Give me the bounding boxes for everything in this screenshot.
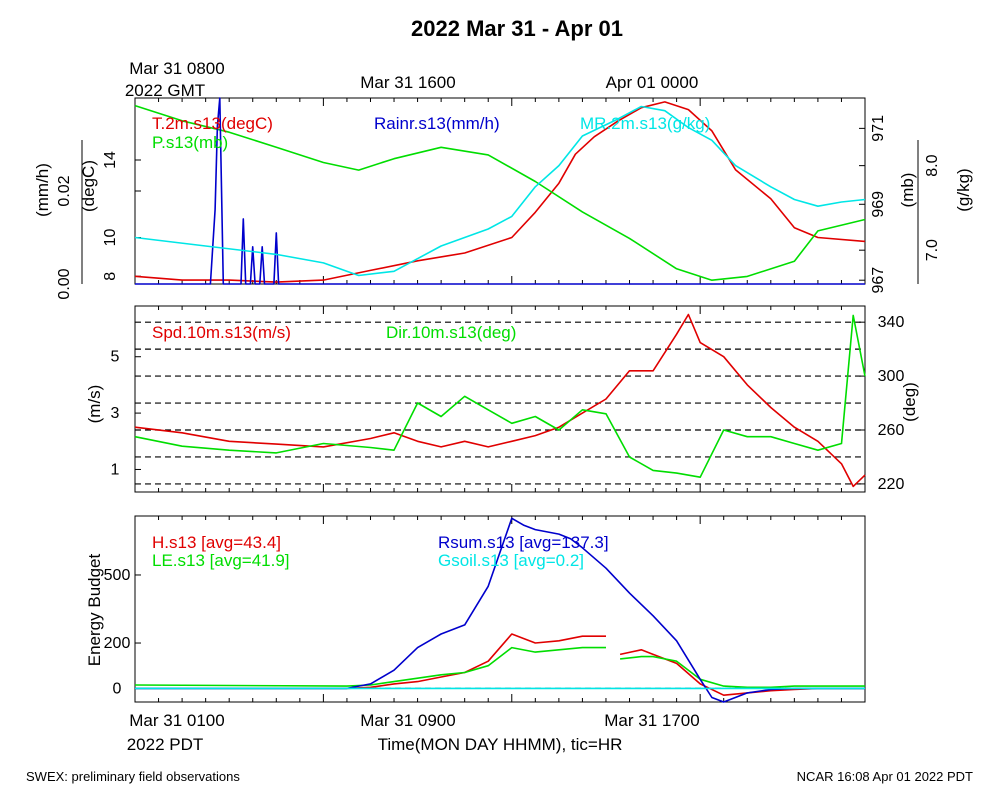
legend-net-radiation: Rsum.s13 [avg=137.3] <box>438 533 609 552</box>
series-line <box>134 313 866 488</box>
legend-pressure: P.s13(mb) <box>152 133 228 152</box>
series-line <box>135 97 865 285</box>
y-tick-label: 200 <box>104 635 131 652</box>
y-tick-label: 1 <box>111 461 120 478</box>
series-line <box>134 105 866 277</box>
y-tick-label: 340 <box>878 314 905 331</box>
y-tick-label: 260 <box>878 422 905 439</box>
legend-mixing-ratio: MR.2m.s13(g/kg) <box>580 114 710 133</box>
x-axis-label: Time(MON DAY HHMM), tic=HR <box>378 735 623 754</box>
panel-bottom-frame <box>134 515 866 703</box>
direction-gridlines <box>135 321 865 689</box>
series-lines <box>134 97 866 703</box>
axis-label-rain: (mm/h) <box>33 163 52 217</box>
pdt-tick-label: Mar 31 1700 <box>604 711 699 730</box>
y-tick-label: 10 <box>102 229 119 247</box>
value-axes: 0.00 0.02 8 10 14 967 969 971 7.0 8.0 1 3 5 220 260 300… <box>56 115 941 697</box>
y-tick-label: 5 <box>111 349 120 366</box>
y-tick-label: 14 <box>102 151 119 169</box>
pdt-tick-label: Mar 31 0100 <box>129 711 224 730</box>
series-line <box>135 517 865 703</box>
series-line <box>134 646 865 689</box>
chart-title: 2022 Mar 31 - Apr 01 <box>411 16 623 41</box>
y-tick-label: 971 <box>870 115 887 142</box>
y-tick-label: 500 <box>104 567 131 584</box>
series-line <box>134 104 866 281</box>
axis-label-pressure: (mb) <box>898 173 917 208</box>
y-tick-label: 0.00 <box>56 268 73 299</box>
legend-wind-direction: Dir.10m.s13(deg) <box>386 323 516 342</box>
y-tick-label: 0.02 <box>56 175 73 206</box>
y-tick-label: 3 <box>111 405 120 422</box>
y-tick-label: 8 <box>102 272 119 281</box>
axis-label-temp: (degC) <box>79 160 98 212</box>
pdt-tick-label: Mar 31 0900 <box>360 711 455 730</box>
legend-soil-heat: Gsoil.s13 [avg=0.2] <box>438 551 584 570</box>
y-tick-label: 0 <box>113 680 122 697</box>
gmt-tick-label: Mar 31 1600 <box>360 73 455 92</box>
series-line <box>134 314 866 478</box>
y-tick-label: 969 <box>870 191 887 218</box>
panel-middle-frame <box>134 305 866 493</box>
axis-label-mixing-ratio: (g/kg) <box>954 168 973 211</box>
y-tick-label: 967 <box>870 267 887 294</box>
time-ticks <box>134 98 866 702</box>
legend-sensible-heat: H.s13 [avg=43.4] <box>152 533 281 552</box>
axis-label-speed: (m/s) <box>85 385 104 424</box>
legend-rain-rate: Rainr.s13(mm/h) <box>374 114 500 133</box>
pdt-timezone-label: 2022 PDT <box>127 735 204 754</box>
y-tick-label: 220 <box>878 476 905 493</box>
gmt-timezone-label: 2022 GMT <box>125 81 205 100</box>
legend-wind-speed: Spd.10m.s13(m/s) <box>152 323 291 342</box>
y-tick-label: 8.0 <box>924 154 941 176</box>
axis-label-energy: Energy Budget <box>85 553 104 666</box>
gmt-tick-label: Apr 01 0000 <box>606 73 699 92</box>
footer-timestamp: NCAR 16:08 Apr 01 2022 PDT <box>797 769 973 784</box>
y-tick-label: 300 <box>878 368 905 385</box>
gmt-start-label: Mar 31 0800 <box>129 59 224 78</box>
legend-temperature: T.2m.s13(degC) <box>152 114 273 133</box>
axis-label-direction: (deg) <box>900 382 919 422</box>
y-tick-label: 7.0 <box>924 239 941 261</box>
series-line <box>134 101 866 283</box>
legend-latent-heat: LE.s13 [avg=41.9] <box>152 551 290 570</box>
footer-source: SWEX: preliminary field observations <box>26 769 240 784</box>
